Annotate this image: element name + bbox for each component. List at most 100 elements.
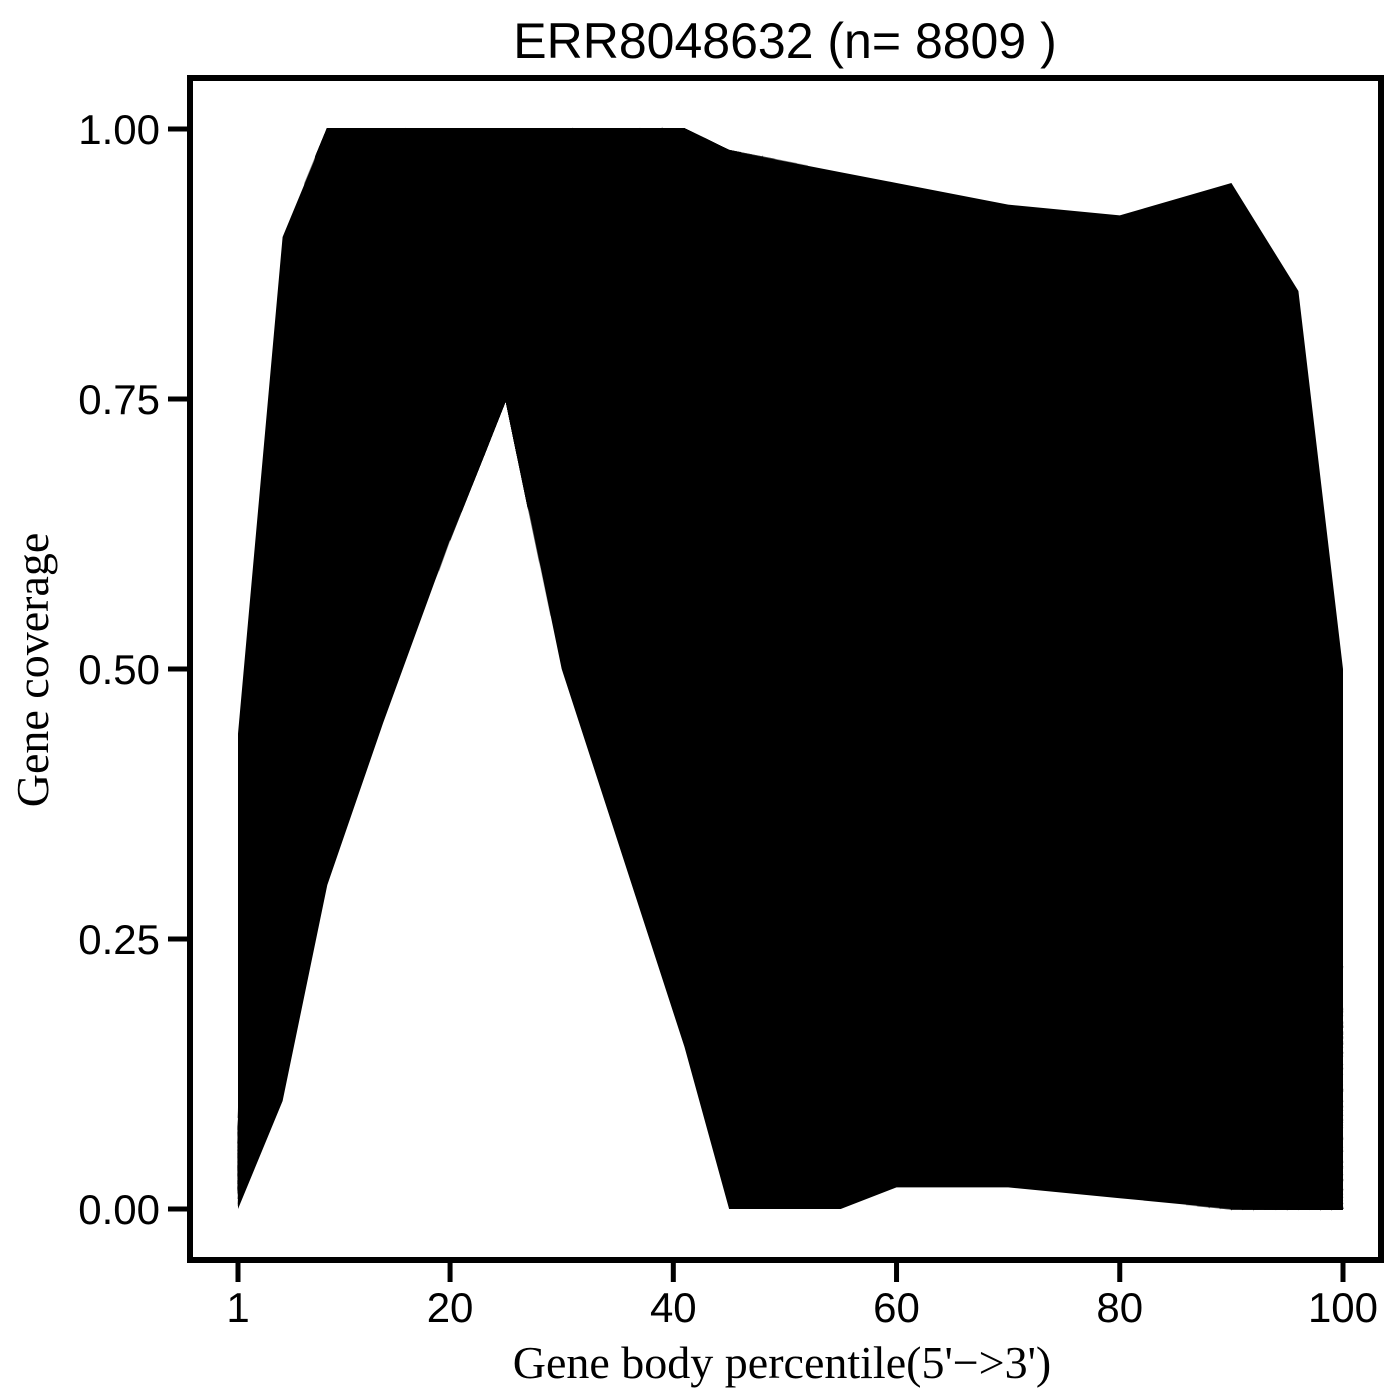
- gene-curve: [237, 355, 1343, 1211]
- gene-curve: [237, 128, 1343, 1210]
- gene-curve: [237, 163, 1343, 1210]
- gene-curve: [237, 329, 1343, 1211]
- gene-curve: [237, 159, 1343, 1210]
- gene-curve: [237, 396, 1344, 1163]
- gene-curve: [237, 166, 1344, 1134]
- gene-curve: [237, 340, 1343, 1210]
- gene-curve: [237, 396, 1344, 1212]
- gene-curve: [237, 217, 1344, 1149]
- gene-curve: [237, 142, 1344, 1161]
- gene-curve: [237, 128, 1343, 1210]
- gene-curve: [237, 128, 1344, 1210]
- gene-curve: [237, 128, 1344, 1144]
- gene-curve: [237, 145, 1343, 1210]
- x-tick-label: 40: [650, 1284, 697, 1331]
- gene-curve: [237, 326, 1343, 1210]
- gene-curve: [237, 128, 1344, 1167]
- gene-curve: [237, 347, 1343, 1210]
- gene-curve: [237, 397, 1344, 1175]
- gene-curve: [237, 325, 1344, 1177]
- gene-curve: [237, 128, 1344, 1158]
- gene-curve: [237, 396, 1344, 1194]
- gene-curve: [237, 396, 1344, 1199]
- gene-curve: [237, 396, 1344, 1185]
- gene-curve: [237, 242, 1343, 1210]
- gene-curve: [237, 341, 1343, 1210]
- gene-curve: [237, 214, 1344, 1190]
- gene-curve: [237, 396, 1344, 1206]
- y-tick-label: 1.00: [78, 106, 160, 153]
- gene-curve: [237, 128, 1343, 1210]
- gene-curve: [237, 396, 1344, 1204]
- gene-curve: [237, 396, 1343, 1210]
- gene-curve: [237, 128, 1344, 1200]
- gene-curve: [237, 294, 1344, 1184]
- gene-curve: [237, 128, 1344, 1210]
- gene-curve: [237, 132, 1344, 1130]
- gene-curve: [237, 381, 1344, 1143]
- gene-curve: [237, 175, 1343, 1210]
- plot-area: [187, 75, 1384, 1263]
- gene-curve: [237, 218, 1344, 1183]
- x-tick-label: 80: [1096, 1284, 1143, 1331]
- gene-curve: [237, 396, 1344, 1211]
- gene-curve: [237, 171, 1343, 1212]
- gene-curve: [237, 354, 1344, 1175]
- gene-curve: [237, 396, 1343, 1211]
- gene-curve: [237, 128, 1343, 1210]
- x-tick-label: 20: [427, 1284, 474, 1331]
- gene-curve: [237, 126, 1343, 1211]
- gene-curve: [237, 128, 1343, 1210]
- gene-curve: [237, 364, 1343, 1210]
- gene-curve: [237, 213, 1344, 1141]
- gene-curve: [237, 128, 1344, 1119]
- gene-curve: [237, 128, 1344, 1170]
- gene-curve: [237, 396, 1343, 1210]
- gene-curve: [237, 321, 1344, 1211]
- gene-curve: [237, 396, 1343, 1210]
- gene-curve: [237, 127, 1343, 1210]
- coverage-envelope: [238, 129, 1343, 1209]
- gene-curve: [237, 232, 1344, 1190]
- gene-curve: [237, 396, 1344, 1210]
- gene-curve: [237, 155, 1343, 1210]
- gene-curve: [237, 128, 1344, 1131]
- gene-curve: [237, 128, 1343, 1212]
- gene-curve: [237, 263, 1343, 1210]
- gene-coverage-curves: [237, 126, 1344, 1212]
- x-axis-label: Gene body percentile(5'−>3'): [513, 1337, 1051, 1388]
- gene-curve: [237, 397, 1344, 1194]
- gene-curve: [237, 128, 1343, 1211]
- x-tick-label: 100: [1308, 1284, 1378, 1331]
- gene-curve: [237, 201, 1344, 1163]
- gene-curve: [237, 128, 1344, 1159]
- gene-curve: [237, 196, 1343, 1210]
- gene-curve: [237, 396, 1344, 1182]
- gene-curve: [237, 319, 1344, 1189]
- gene-curve: [237, 396, 1343, 1210]
- gene-curve: [237, 126, 1343, 1210]
- gene-curve: [237, 211, 1343, 1210]
- gene-curve: [237, 225, 1343, 1210]
- gene-curve: [237, 318, 1344, 1211]
- gene-curve: [237, 128, 1343, 1210]
- gene-curve: [237, 288, 1344, 1182]
- gene-curve: [237, 128, 1344, 1210]
- gene-curve: [237, 128, 1344, 1137]
- gene-curve: [237, 363, 1343, 1211]
- gene-curve: [237, 270, 1344, 1182]
- gene-curve: [237, 128, 1344, 1168]
- x-tick-label: 60: [873, 1284, 920, 1331]
- gene-curve: [237, 128, 1344, 1211]
- gene-curve: [237, 129, 1344, 1178]
- gene-curve: [237, 396, 1343, 1210]
- gene-curve: [237, 128, 1344, 1130]
- gene-curve: [237, 128, 1343, 1210]
- gene-curve: [237, 313, 1343, 1210]
- gene-curve: [237, 128, 1343, 1210]
- gene-curve: [237, 396, 1344, 1187]
- gene-curve: [237, 396, 1344, 1141]
- gene-curve: [237, 225, 1343, 1210]
- y-axis-label: Gene coverage: [7, 533, 58, 808]
- gene-curve: [237, 257, 1344, 1194]
